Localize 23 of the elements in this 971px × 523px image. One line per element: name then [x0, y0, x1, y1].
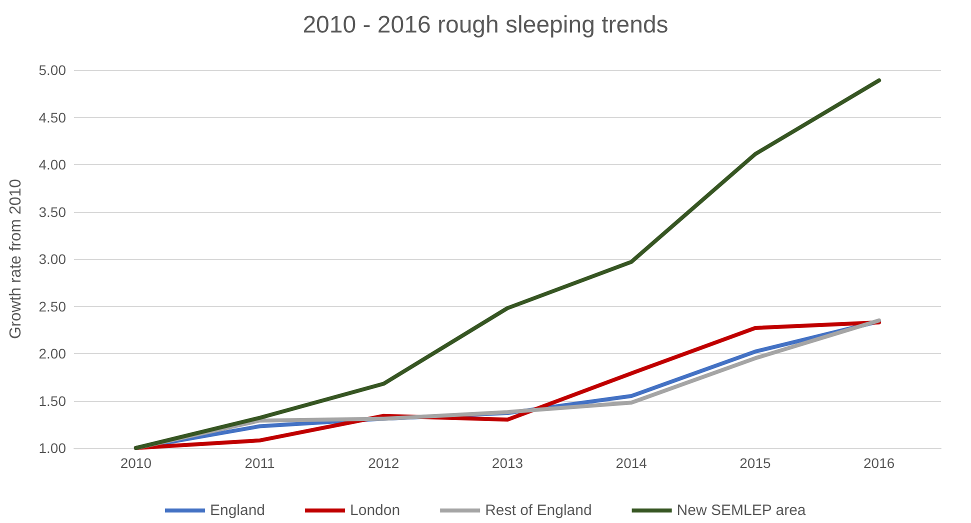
x-tick-label: 2014 [616, 455, 648, 471]
y-tick-label: 2.50 [38, 298, 66, 314]
y-axis-title: Growth rate from 2010 [8, 178, 24, 340]
chart-title: 2010 - 2016 rough sleeping trends [302, 12, 668, 38]
x-tick-label: 2016 [863, 455, 895, 471]
y-tick-label: 1.00 [38, 440, 66, 456]
legend-label: Rest of England [485, 502, 592, 519]
x-tick-label: 2011 [244, 455, 276, 471]
y-tick-label: 4.50 [38, 109, 66, 126]
y-tick-label: 5.00 [38, 62, 66, 78]
x-tick-label: 2015 [740, 455, 771, 471]
y-tick-label: 3.50 [38, 204, 66, 220]
legend-label: London [350, 502, 400, 519]
x-tick-label: 2010 [120, 455, 152, 471]
y-tick-label: 2.00 [38, 346, 66, 362]
line-series [134, 78, 882, 450]
x-tick-label: 2013 [492, 455, 524, 471]
legend-label: New SEMLEP area [676, 502, 806, 519]
x-tick-label: 2012 [368, 455, 400, 471]
legend-label: England [210, 502, 266, 519]
y-tick-label: 3.00 [38, 251, 66, 267]
y-tick-label: 1.50 [38, 392, 66, 409]
y-tick-label: 4.00 [38, 156, 66, 172]
